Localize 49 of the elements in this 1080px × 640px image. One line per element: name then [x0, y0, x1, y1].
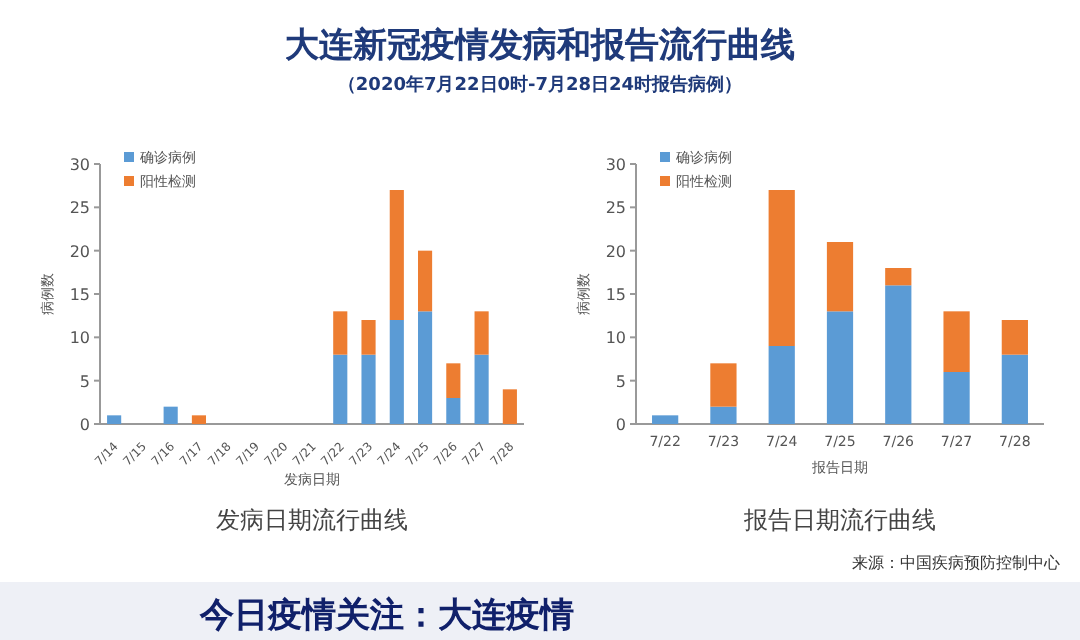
bar	[502, 389, 517, 424]
text: 发病日期流行曲线	[216, 506, 408, 534]
y-tick-label: 5	[79, 372, 90, 391]
bar	[361, 354, 376, 424]
text: 大连新冠疫情发病和报告流行曲线	[285, 26, 795, 66]
text: 今日疫情关注：大连疫情	[198, 596, 574, 636]
source-note: 来源：中国疾病预防控制中心	[852, 554, 1060, 572]
bar	[418, 250, 433, 312]
y-tick-label: 30	[69, 156, 90, 174]
bar	[943, 372, 970, 424]
bar	[446, 398, 461, 424]
y-tick-label: 20	[605, 242, 626, 261]
bar	[333, 354, 348, 424]
bar	[389, 320, 404, 424]
y-tick-label: 20	[69, 242, 90, 261]
bar	[768, 346, 795, 424]
y-tick-label: 10	[69, 329, 90, 348]
bar	[943, 311, 970, 372]
bar	[1001, 320, 1028, 355]
bar	[826, 242, 854, 312]
y-tick-label: 15	[69, 286, 90, 304]
bar	[768, 190, 795, 346]
y-tick-label: 5	[615, 372, 626, 391]
y-tick-label: 30	[605, 156, 626, 174]
bar	[710, 363, 737, 407]
bar	[191, 415, 206, 424]
y-tick-label: 25	[69, 199, 90, 218]
bar	[333, 311, 348, 355]
text: 报告日期流行曲线	[742, 506, 936, 534]
bar	[446, 363, 461, 398]
y-tick-label: 15	[605, 286, 626, 304]
text: （2020年7月22日0时-7月28日24时报告病例）	[337, 74, 743, 96]
bar	[418, 311, 433, 424]
bar	[361, 320, 376, 355]
bar	[652, 415, 679, 424]
bar	[163, 406, 178, 424]
y-tick-label: 10	[605, 329, 626, 348]
y-tick-label: 0	[615, 416, 626, 434]
bar	[474, 311, 489, 355]
y-tick-label: 25	[605, 199, 626, 218]
bar	[107, 415, 122, 424]
bar	[885, 285, 912, 424]
bar	[1001, 354, 1028, 424]
bar	[885, 268, 912, 286]
bar	[389, 190, 404, 320]
bar	[710, 406, 737, 424]
bar	[826, 311, 854, 424]
bar	[474, 354, 489, 424]
y-tick-label: 0	[79, 416, 90, 434]
